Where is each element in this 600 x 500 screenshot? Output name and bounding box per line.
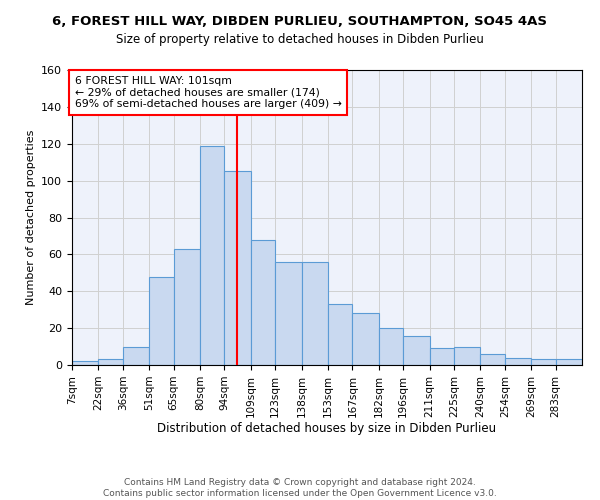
Bar xyxy=(72,362,98,365)
Bar xyxy=(454,346,481,365)
Bar xyxy=(352,314,379,365)
Text: 6, FOREST HILL WAY, DIBDEN PURLIEU, SOUTHAMPTON, SO45 4AS: 6, FOREST HILL WAY, DIBDEN PURLIEU, SOUT… xyxy=(53,15,548,28)
Text: 6 FOREST HILL WAY: 101sqm
← 29% of detached houses are smaller (174)
69% of semi: 6 FOREST HILL WAY: 101sqm ← 29% of detac… xyxy=(74,76,341,109)
Bar xyxy=(302,262,328,365)
Bar xyxy=(224,172,251,365)
Text: Size of property relative to detached houses in Dibden Purlieu: Size of property relative to detached ho… xyxy=(116,32,484,46)
Bar xyxy=(531,360,556,365)
Bar xyxy=(98,360,123,365)
Bar xyxy=(123,346,149,365)
Bar xyxy=(200,146,224,365)
Bar xyxy=(328,304,352,365)
Y-axis label: Number of detached properties: Number of detached properties xyxy=(26,130,35,305)
Bar xyxy=(481,354,505,365)
X-axis label: Distribution of detached houses by size in Dibden Purlieu: Distribution of detached houses by size … xyxy=(157,422,497,436)
Bar xyxy=(379,328,403,365)
Bar xyxy=(251,240,275,365)
Bar xyxy=(505,358,531,365)
Bar xyxy=(149,276,173,365)
Text: Contains HM Land Registry data © Crown copyright and database right 2024.
Contai: Contains HM Land Registry data © Crown c… xyxy=(103,478,497,498)
Bar xyxy=(403,336,430,365)
Bar xyxy=(275,262,302,365)
Bar xyxy=(430,348,454,365)
Bar xyxy=(173,249,200,365)
Bar xyxy=(556,360,582,365)
